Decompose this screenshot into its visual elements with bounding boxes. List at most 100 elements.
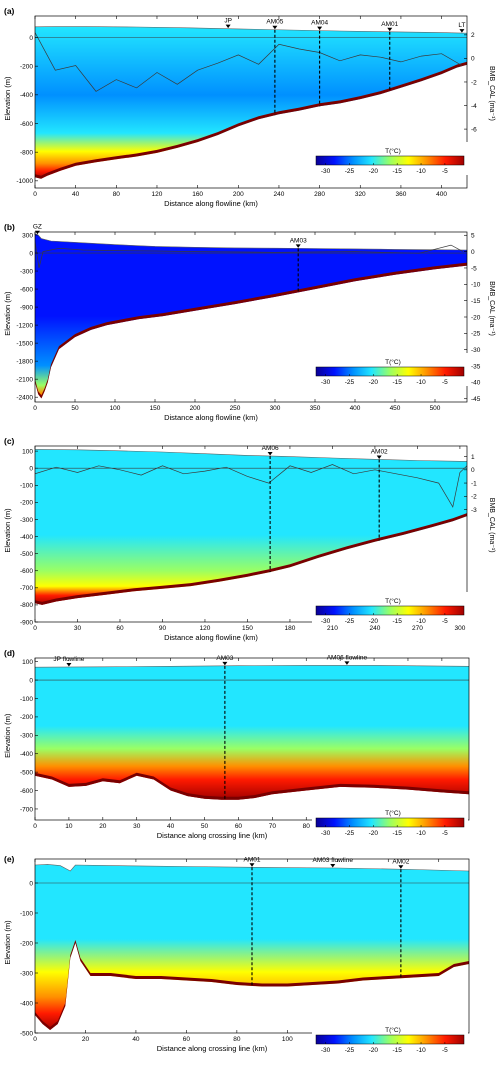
inverted-triangle-icon <box>459 29 465 33</box>
colorbar-tick-label: -20 <box>369 379 379 386</box>
colorbar-tick-label: -25 <box>345 830 355 837</box>
x-tick-label: 100 <box>282 1036 293 1043</box>
y-tick-label: -500 <box>20 1030 33 1037</box>
x-tick-label: 360 <box>395 191 406 198</box>
colorbar-tick-label: -25 <box>345 168 355 175</box>
inverted-triangle-icon <box>222 661 228 666</box>
x-tick-label: 50 <box>71 405 79 412</box>
x-tick-label: 300 <box>454 625 465 632</box>
y-tick-label: -700 <box>20 585 33 592</box>
y-tick-label: -1200 <box>16 322 33 329</box>
y2-tick-label: -40 <box>471 380 481 387</box>
y2-tick-label: -15 <box>471 298 481 305</box>
inverted-triangle-icon <box>272 25 278 30</box>
y-tick-label: -200 <box>20 500 33 507</box>
x-tick-label: 120 <box>200 625 211 632</box>
y2-tick-label: -2 <box>471 79 477 86</box>
station-label: AM04 <box>311 20 328 27</box>
ice-surface-line <box>35 233 467 251</box>
colorbar-tick-label: -30 <box>321 1047 331 1054</box>
x-tick-label: 0 <box>33 191 37 198</box>
plot-frame <box>34 657 470 821</box>
ice-surface-line <box>35 665 469 668</box>
inverted-triangle-icon <box>225 24 231 29</box>
bmb-series-line <box>35 464 467 508</box>
colorbar-label: T(°C) <box>385 147 401 155</box>
y2-tick-label: 5 <box>471 233 475 240</box>
colorbar-tick-label: -5 <box>442 168 448 175</box>
y-tick-label: 300 <box>22 232 33 239</box>
station-label: JP <box>224 18 232 25</box>
x-tick-label: 50 <box>201 823 209 830</box>
station-label: AM01 <box>244 856 261 863</box>
y2-tick-label: -6 <box>471 126 477 133</box>
y-tick-label: -300 <box>20 268 33 275</box>
y-tick-label: -300 <box>20 970 33 977</box>
y2-tick-label: 0 <box>471 249 475 256</box>
y-tick-label: -200 <box>20 940 33 947</box>
x-tick-label: 320 <box>355 191 366 198</box>
y-tick-label: -500 <box>20 769 33 776</box>
panel-tag: (e) <box>4 854 15 864</box>
x-tick-label: 60 <box>235 823 243 830</box>
y-axis-label: Elevation (m) <box>3 508 12 553</box>
basal-warm-layer <box>35 772 469 800</box>
y-tick-label: 0 <box>29 466 33 473</box>
panel-tag: (d) <box>4 648 15 658</box>
x-tick-label: 60 <box>183 1036 191 1043</box>
x-tick-label: 0 <box>33 625 37 632</box>
ice-surface-line <box>35 864 469 872</box>
y2-tick-label: -20 <box>471 314 481 321</box>
x-tick-label: 10 <box>65 823 73 830</box>
x-tick-label: 200 <box>190 405 201 412</box>
x-tick-label: 500 <box>430 405 441 412</box>
y-tick-label: 0 <box>29 250 33 257</box>
x-tick-label: 60 <box>116 625 124 632</box>
ice-temperature-field <box>35 449 467 605</box>
panel-tag: (b) <box>4 222 15 232</box>
station-label: AM02 <box>371 448 388 455</box>
colorbar-tick-label: -15 <box>392 618 402 625</box>
basal-warm-layer <box>35 61 467 179</box>
panel-tag: (c) <box>4 436 15 446</box>
ice-temperature-field <box>35 864 469 1030</box>
colorbar-tick-label: -20 <box>369 618 379 625</box>
station-label: AM03 <box>290 237 307 244</box>
y-axis-label: Elevation (m) <box>3 76 12 121</box>
inverted-triangle-icon <box>387 27 393 32</box>
colorbar-tick-label: -20 <box>369 830 379 837</box>
y2-tick-label: 0 <box>471 56 475 63</box>
y-tick-label: -400 <box>20 751 33 758</box>
y2-tick-label: -5 <box>471 265 477 272</box>
y2-tick-label: 2 <box>471 32 475 39</box>
ice-surface-line <box>35 26 467 34</box>
inverted-triangle-icon <box>344 661 350 665</box>
y-tick-label: -1800 <box>16 358 33 365</box>
plot-frame <box>34 858 470 1034</box>
colorbar-tick-label: -25 <box>345 379 355 386</box>
y-tick-label: 0 <box>29 35 33 42</box>
y-tick-label: -400 <box>20 1000 33 1007</box>
ice-temperature-field <box>35 665 469 800</box>
colorbar-tick-label: -20 <box>369 168 379 175</box>
colorbar-tick-label: -10 <box>416 379 426 386</box>
y-tick-label: -400 <box>20 92 33 99</box>
bmb-series-line <box>35 32 463 92</box>
colorbar-tick-label: -25 <box>345 1047 355 1054</box>
x-tick-label: 30 <box>133 823 141 830</box>
colorbar-tick-label: -20 <box>369 1047 379 1054</box>
station-label: AM01 <box>381 21 398 28</box>
colorbar-ramp <box>315 1034 465 1045</box>
inverted-triangle-icon <box>267 452 273 456</box>
y-tick-label: -100 <box>20 910 33 917</box>
station-label: AM02 <box>392 858 409 865</box>
x-tick-label: 150 <box>242 625 253 632</box>
x-tick-label: 450 <box>390 405 401 412</box>
colorbar-tick-label: -5 <box>442 830 448 837</box>
y2-tick-label: -2 <box>471 494 477 501</box>
colorbar-label: T(°C) <box>385 597 401 605</box>
colorbar-tick-label: -30 <box>321 379 331 386</box>
colorbar-tick-label: -30 <box>321 168 331 175</box>
y2-axis-label: BMB_CAL (ma⁻¹) <box>488 66 495 121</box>
